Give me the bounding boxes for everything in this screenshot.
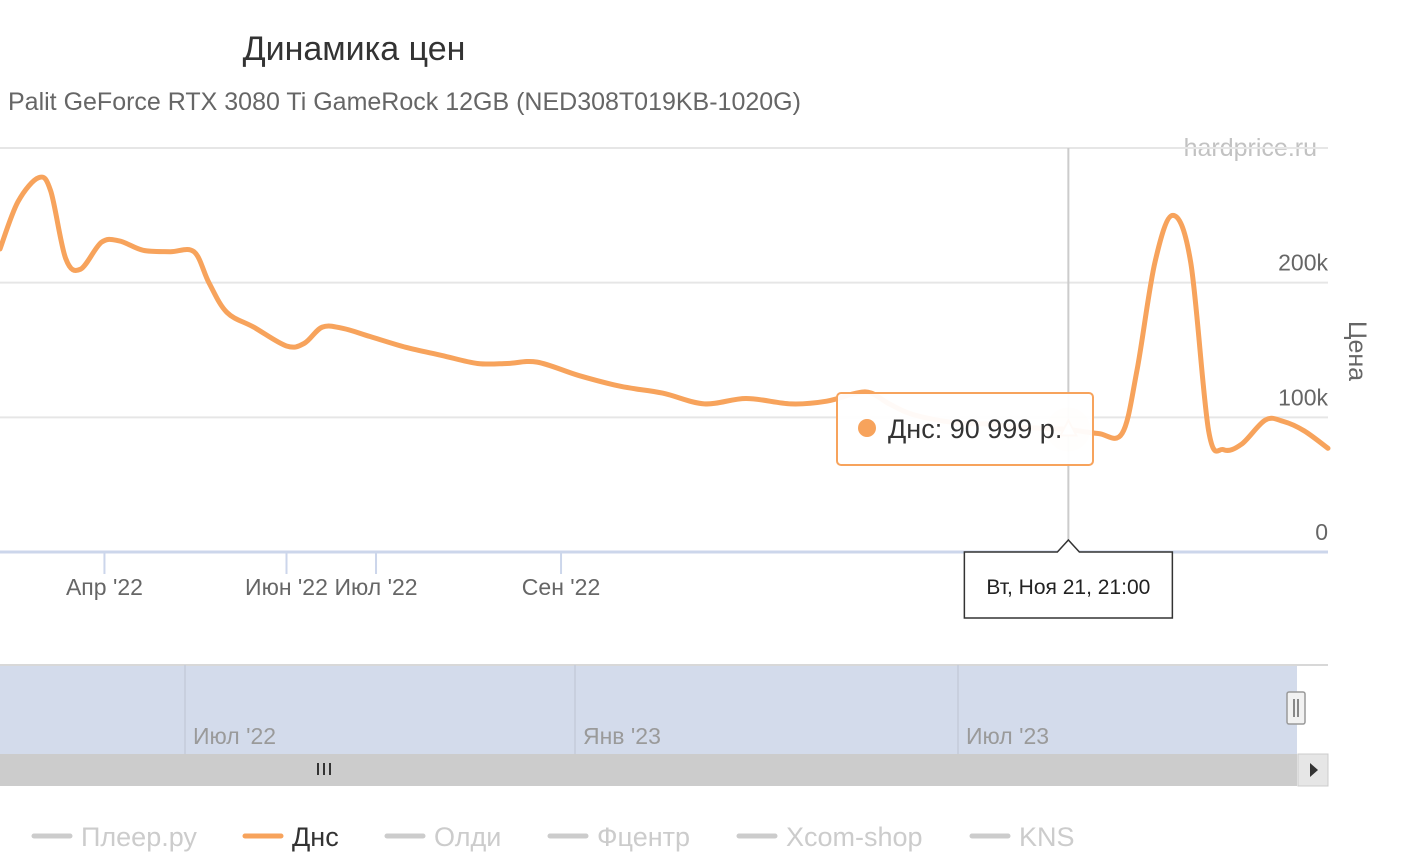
y-tick-label: 100k: [1278, 384, 1328, 410]
tooltip-box: [836, 392, 1094, 466]
tooltip-series-name: Днс: [888, 414, 935, 444]
navigator[interactable]: Июл '22 Янв '23 Июл '23: [0, 664, 1328, 754]
grid-layer: [0, 147, 1328, 419]
x-tick-label: Июл '22: [334, 574, 417, 600]
legend-label[interactable]: Плеер.ру: [81, 822, 197, 852]
crosshair-date-text: Вт, Ноя 21, 21:00: [986, 576, 1150, 599]
x-tick-label: Июн '22: [245, 574, 328, 600]
scrollbar-thumb[interactable]: [0, 754, 1297, 786]
crosshair-date-label: Вт, Ноя 21, 21:00: [963, 538, 1174, 619]
navigator-tick-label: Янв '23: [583, 723, 661, 749]
tooltip-value: 90 999 р.: [950, 414, 1063, 444]
scrollbar-grip-icon: [317, 763, 331, 775]
crosshair-label-box: [963, 538, 1174, 619]
tooltip-series-dot-icon: [858, 419, 876, 437]
navigator-selection[interactable]: [0, 666, 1297, 754]
navigator-handle-right[interactable]: [1286, 691, 1306, 725]
scrollbar[interactable]: [0, 753, 1329, 787]
legend-item-1[interactable]: Плеер.ру: [31, 822, 197, 852]
navigator-tick-label: Июл '22: [193, 723, 276, 749]
tooltip-label: Днс: 90 999 р.: [888, 414, 1062, 444]
navigator-tick-label: Июл '23: [966, 723, 1049, 749]
chart-subtitle: Palit GeForce RTX 3080 Ti GameRock 12GB …: [8, 88, 801, 116]
arrow-right-icon: [1310, 763, 1318, 777]
legend-item-2[interactable]: Днс: [242, 822, 339, 852]
y-axis-title: Цена: [1343, 321, 1371, 381]
scroll-right-button[interactable]: [1297, 753, 1329, 787]
legend-label[interactable]: Олди: [434, 822, 501, 852]
y-tick-label: 0: [1315, 519, 1328, 545]
legend-item-3[interactable]: Олди: [384, 822, 501, 852]
legend: Плеер.ру Днс Олди Фцентр Xcom-shop KNS: [31, 822, 1075, 852]
y-axis: 0 100k 200k: [1278, 250, 1328, 545]
legend-item-5[interactable]: Xcom-shop: [736, 822, 923, 852]
legend-item-6[interactable]: KNS: [969, 822, 1075, 852]
chart-title: Динамика цен: [243, 30, 466, 68]
legend-label[interactable]: Фцентр: [597, 822, 690, 852]
navigator-handle-box[interactable]: [1286, 691, 1306, 725]
tooltip-separator: :: [935, 414, 950, 444]
x-tick-label: Апр '22: [66, 574, 143, 600]
series-layer[interactable]: [0, 174, 1331, 454]
legend-item-4[interactable]: Фцентр: [547, 822, 690, 852]
tooltip: Днс: 90 999 р.: [836, 392, 1094, 466]
legend-label[interactable]: KNS: [1019, 822, 1075, 852]
legend-label[interactable]: Xcom-shop: [786, 822, 923, 852]
navigator-ticks: Июл '22 Янв '23 Июл '23: [184, 665, 1049, 754]
legend-label[interactable]: Днс: [292, 822, 339, 852]
y-tick-label: 200k: [1278, 250, 1328, 276]
x-tick-label: Сен '22: [522, 574, 600, 600]
series-line-dns[interactable]: [0, 174, 1331, 454]
